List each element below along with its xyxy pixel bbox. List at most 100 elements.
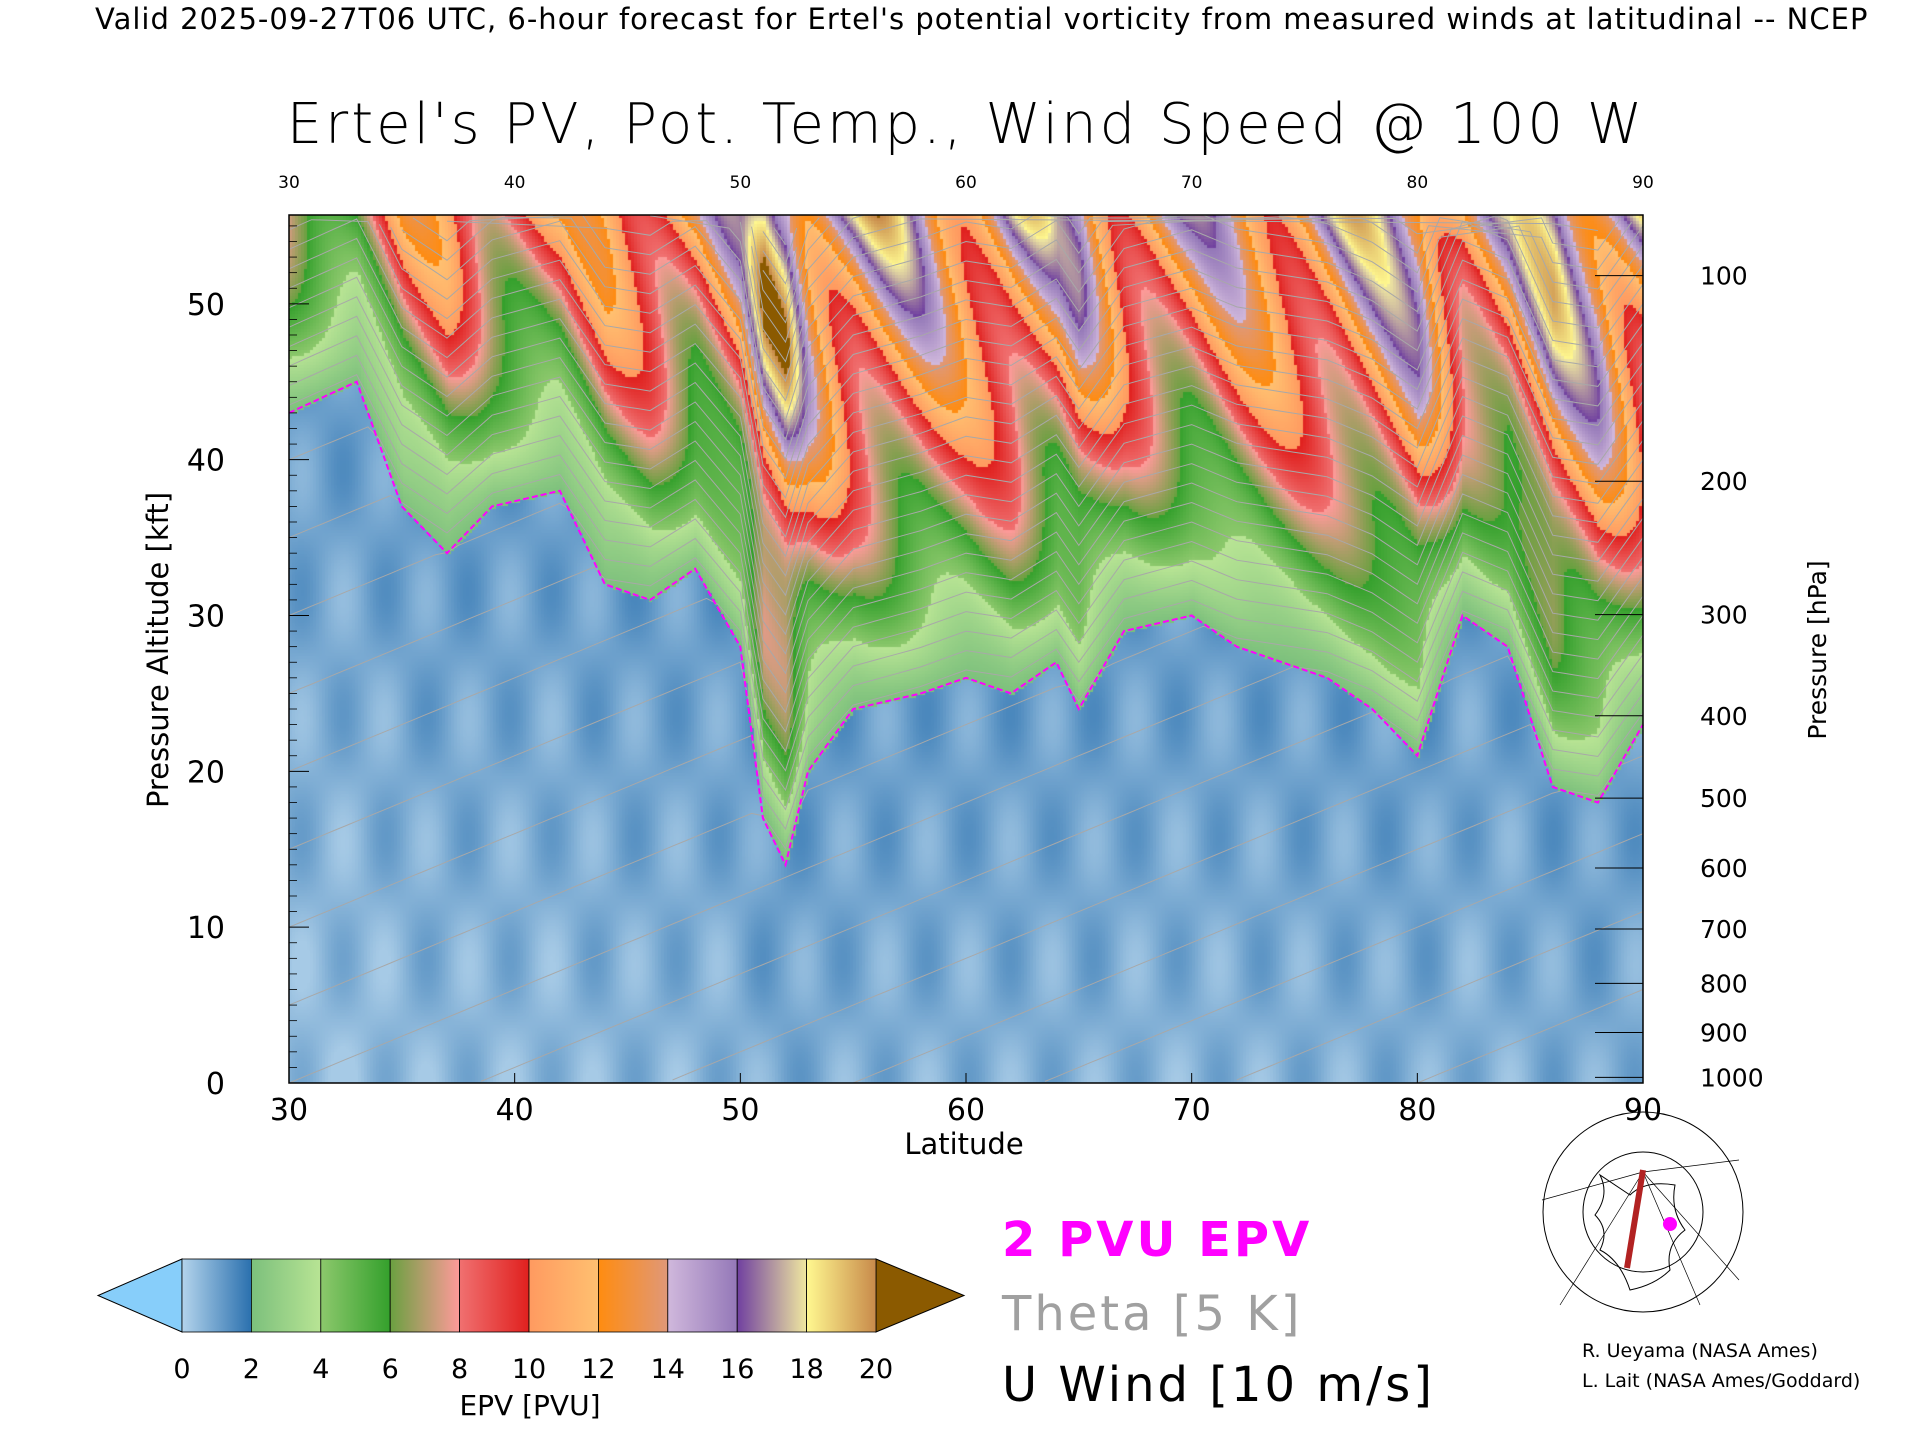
theta-contours xyxy=(288,214,1644,1084)
theta-line xyxy=(288,493,1644,753)
colorbar-tick-label: 20 xyxy=(859,1354,893,1385)
colorbar-tick-label: 8 xyxy=(451,1354,468,1385)
theta-line xyxy=(288,276,1644,597)
colorbar-segment xyxy=(736,1258,808,1333)
colorbar-tick-label: 6 xyxy=(382,1354,399,1385)
top-tick-label: 90 xyxy=(1632,173,1654,193)
theta-line xyxy=(288,315,1644,636)
theta-line xyxy=(762,217,820,305)
y-axis-label: Pressure Altitude [kft] xyxy=(141,492,175,808)
theta-line xyxy=(288,590,1644,1006)
theta-line xyxy=(288,473,1644,733)
credit-1: R. Ueyama (NASA Ames) xyxy=(1582,1340,1818,1362)
pressure-tick-label: 1000 xyxy=(1700,1063,1764,1092)
theta-line xyxy=(853,755,1644,1084)
x-tick-label: 50 xyxy=(721,1093,759,1128)
pressure-tick-label: 700 xyxy=(1700,915,1748,944)
theta-line xyxy=(762,227,798,266)
theta-line xyxy=(288,257,1644,577)
theta-line xyxy=(751,218,1598,363)
colorbar-tick-label: 12 xyxy=(581,1354,615,1385)
colorbar-segment xyxy=(459,1258,530,1333)
theta-line xyxy=(288,237,1644,558)
colorbar-under-triangle xyxy=(96,1258,183,1333)
top-tick-label: 40 xyxy=(504,173,526,193)
legend-theta: Theta [5 K] xyxy=(1002,1286,1303,1342)
theta-line xyxy=(288,354,1644,675)
theta-line xyxy=(288,512,1644,772)
theta-line xyxy=(288,218,1644,538)
map-cross-section-track xyxy=(1624,1169,1646,1269)
theta-line xyxy=(1417,989,1644,1084)
x-tick-label: 90 xyxy=(1624,1093,1662,1128)
theta-line xyxy=(751,224,831,324)
pressure-tick-label: 600 xyxy=(1700,854,1748,883)
colorbar-label: EPV [PVU] xyxy=(459,1389,600,1422)
theta-line xyxy=(288,551,1644,850)
theta-line xyxy=(288,374,1644,694)
map-latitude-circle xyxy=(1542,1111,1744,1313)
theta-line xyxy=(1236,911,1644,1081)
top-tick-label: 60 xyxy=(955,173,977,193)
top-tick-label: 80 xyxy=(1407,173,1429,193)
colorbar: 0 2 4 6 8 10 12 14 16 18 20 xyxy=(96,1258,966,1385)
plot-frame xyxy=(288,214,1644,1084)
x-tick-label: 40 xyxy=(496,1093,534,1128)
theta-line xyxy=(288,532,1644,792)
theta-line xyxy=(288,426,1644,714)
x-axis-label: Latitude xyxy=(904,1127,1023,1161)
y-tick-label: 30 xyxy=(187,599,225,634)
colorbar-over-triangle xyxy=(875,1258,966,1333)
legend-wind: U Wind [10 m/s] xyxy=(1002,1357,1436,1413)
theta-line xyxy=(650,215,1633,402)
pressure-tick-label: 400 xyxy=(1700,702,1748,731)
theta-line xyxy=(288,571,1644,928)
map-latitude-circle xyxy=(1582,1151,1704,1273)
theta-line xyxy=(288,335,1644,655)
epv-heatmap xyxy=(289,215,1643,1083)
colorbar-segment xyxy=(528,1258,599,1333)
credit-2: L. Lait (NASA Ames/Goddard) xyxy=(1582,1370,1861,1392)
theta-line xyxy=(672,712,1644,1081)
top-tick-label: 50 xyxy=(730,173,752,193)
theta-line xyxy=(288,610,1644,1084)
colorbar-segment xyxy=(181,1258,252,1333)
x-tick-label: 80 xyxy=(1398,1093,1436,1128)
colorbar-segment xyxy=(598,1258,669,1333)
theta-line xyxy=(773,227,786,245)
y-tick-label: 10 xyxy=(187,911,225,946)
theta-line xyxy=(751,214,865,344)
theta-line xyxy=(288,296,1644,616)
x-tick-label: 30 xyxy=(270,1093,308,1128)
colorbar-tick-label: 4 xyxy=(312,1354,329,1385)
theta-line xyxy=(288,219,1644,519)
legend-pv2: 2 PVU EPV xyxy=(1002,1212,1313,1268)
y-tick-label: 40 xyxy=(187,444,225,479)
top-tick-label: 30 xyxy=(278,173,300,193)
colorbar-tick-label: 10 xyxy=(512,1354,546,1385)
pressure-tick-label: 100 xyxy=(1700,262,1748,291)
colorbar-segment xyxy=(250,1258,322,1333)
theta-line xyxy=(739,214,1621,383)
map-coastline xyxy=(1594,1173,1686,1291)
pressure-tick-label: 500 xyxy=(1700,784,1748,813)
y-tick-label: 50 xyxy=(187,288,225,323)
colorbar-segment xyxy=(806,1258,877,1333)
theta-line xyxy=(446,216,1644,422)
colorbar-segment xyxy=(667,1258,738,1333)
pressure-tick-label: 300 xyxy=(1700,601,1748,630)
theta-line xyxy=(390,220,1644,480)
locator-map xyxy=(1541,1111,1744,1313)
chart-title: Ertel's PV, Pot. Temp., Wind Speed @ 100… xyxy=(286,92,1646,157)
colorbar-segment xyxy=(389,1258,461,1333)
colorbar-tick-label: 18 xyxy=(789,1354,823,1385)
map-meridians xyxy=(1541,1159,1740,1306)
pv2-contour xyxy=(288,380,1644,868)
theta-line xyxy=(378,224,1644,499)
map-location-dot xyxy=(1663,1217,1677,1231)
theta-line xyxy=(1044,833,1644,1082)
y2-axis-label: Pressure [hPa] xyxy=(1803,560,1832,739)
x-tick-label: 70 xyxy=(1173,1093,1211,1128)
pressure-tick-label: 800 xyxy=(1700,969,1748,998)
